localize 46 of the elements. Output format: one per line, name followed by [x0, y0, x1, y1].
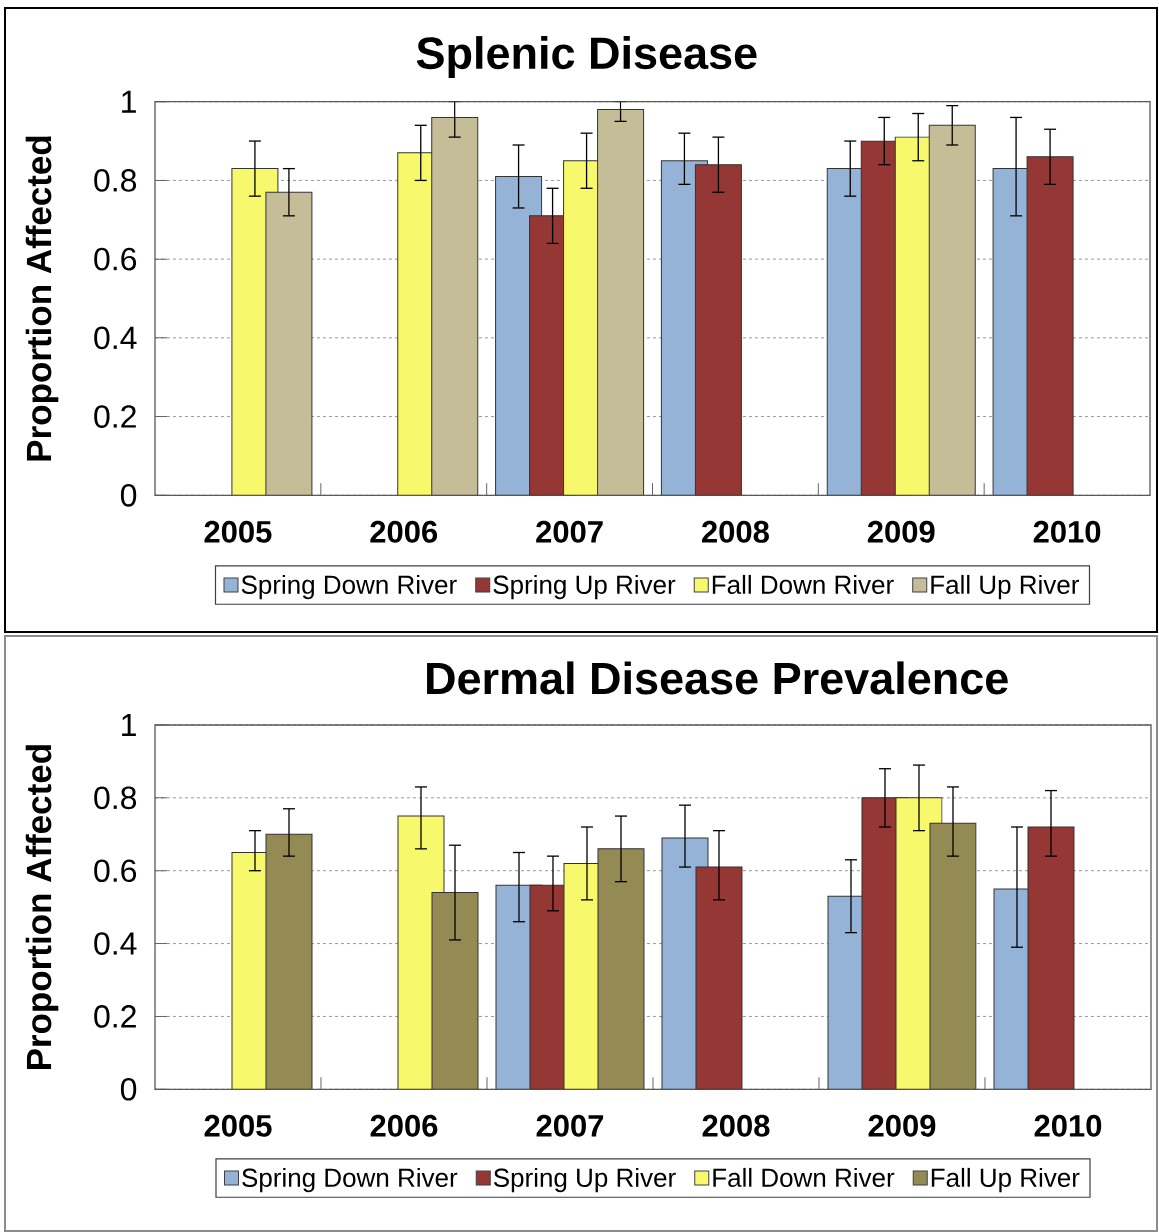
x-tick-label: 2007: [536, 1114, 604, 1137]
y-tick-label: 0.4: [94, 932, 137, 955]
y-tick-label: 0.8: [94, 786, 137, 810]
x-tick-label: 2009: [868, 1114, 936, 1137]
bar: [597, 109, 645, 496]
bar: [265, 833, 313, 1090]
x-tick-label: 2010: [1034, 1114, 1102, 1137]
legend-label: Fall Up River: [931, 574, 1080, 600]
y-tick-label: 1: [122, 90, 136, 113]
bar: [598, 848, 644, 1090]
bar: [929, 822, 977, 1090]
y-axis-title: Proportion Affected: [25, 745, 59, 1070]
bar: [695, 867, 742, 1090]
legend-label: Spring Up River: [493, 1167, 676, 1193]
chart-title: Splenic Disease: [416, 36, 757, 79]
y-axis-title: Proportion Affected: [25, 136, 59, 461]
bar: [431, 116, 479, 496]
x-tick-label: 2005: [204, 520, 272, 543]
y-tick-label: 1: [122, 714, 136, 736]
x-tick-label: 2009: [867, 520, 935, 543]
x-tick-label: 2005: [204, 1114, 272, 1137]
x-tick-label: 2006: [370, 1114, 438, 1137]
bar: [431, 892, 478, 1090]
legend-label: Spring Down River: [241, 574, 457, 600]
legend-label: Fall Down River: [713, 1167, 895, 1187]
legend-label: Fall Down River: [712, 574, 894, 594]
x-tick-label: 2008: [702, 1114, 770, 1137]
y-tick-label: 0.6: [94, 859, 137, 883]
y-tick-label: 0: [120, 1077, 137, 1101]
legend-label: Fall Up River: [931, 1167, 1080, 1193]
y-tick-label: 0.6: [94, 247, 137, 271]
x-tick-label: 2006: [370, 520, 438, 543]
legend-label: Spring Down River: [242, 1167, 458, 1193]
x-tick-label: 2007: [536, 520, 603, 543]
y-tick-label: 0.4: [94, 326, 137, 350]
bar: [928, 124, 976, 496]
bar: [265, 191, 313, 496]
bar: [1027, 826, 1075, 1090]
chart-title: Dermal Disease Prevalence: [427, 661, 1008, 695]
y-tick-label: 0: [120, 483, 137, 507]
y-tick-label: 0.8: [94, 169, 137, 192]
y-tick-label: 0.2: [94, 405, 136, 428]
x-tick-label: 2010: [1033, 520, 1101, 543]
x-tick-label: 2008: [702, 520, 769, 543]
legend-label: Spring Up River: [493, 574, 676, 600]
y-tick-label: 0.2: [94, 1005, 136, 1028]
